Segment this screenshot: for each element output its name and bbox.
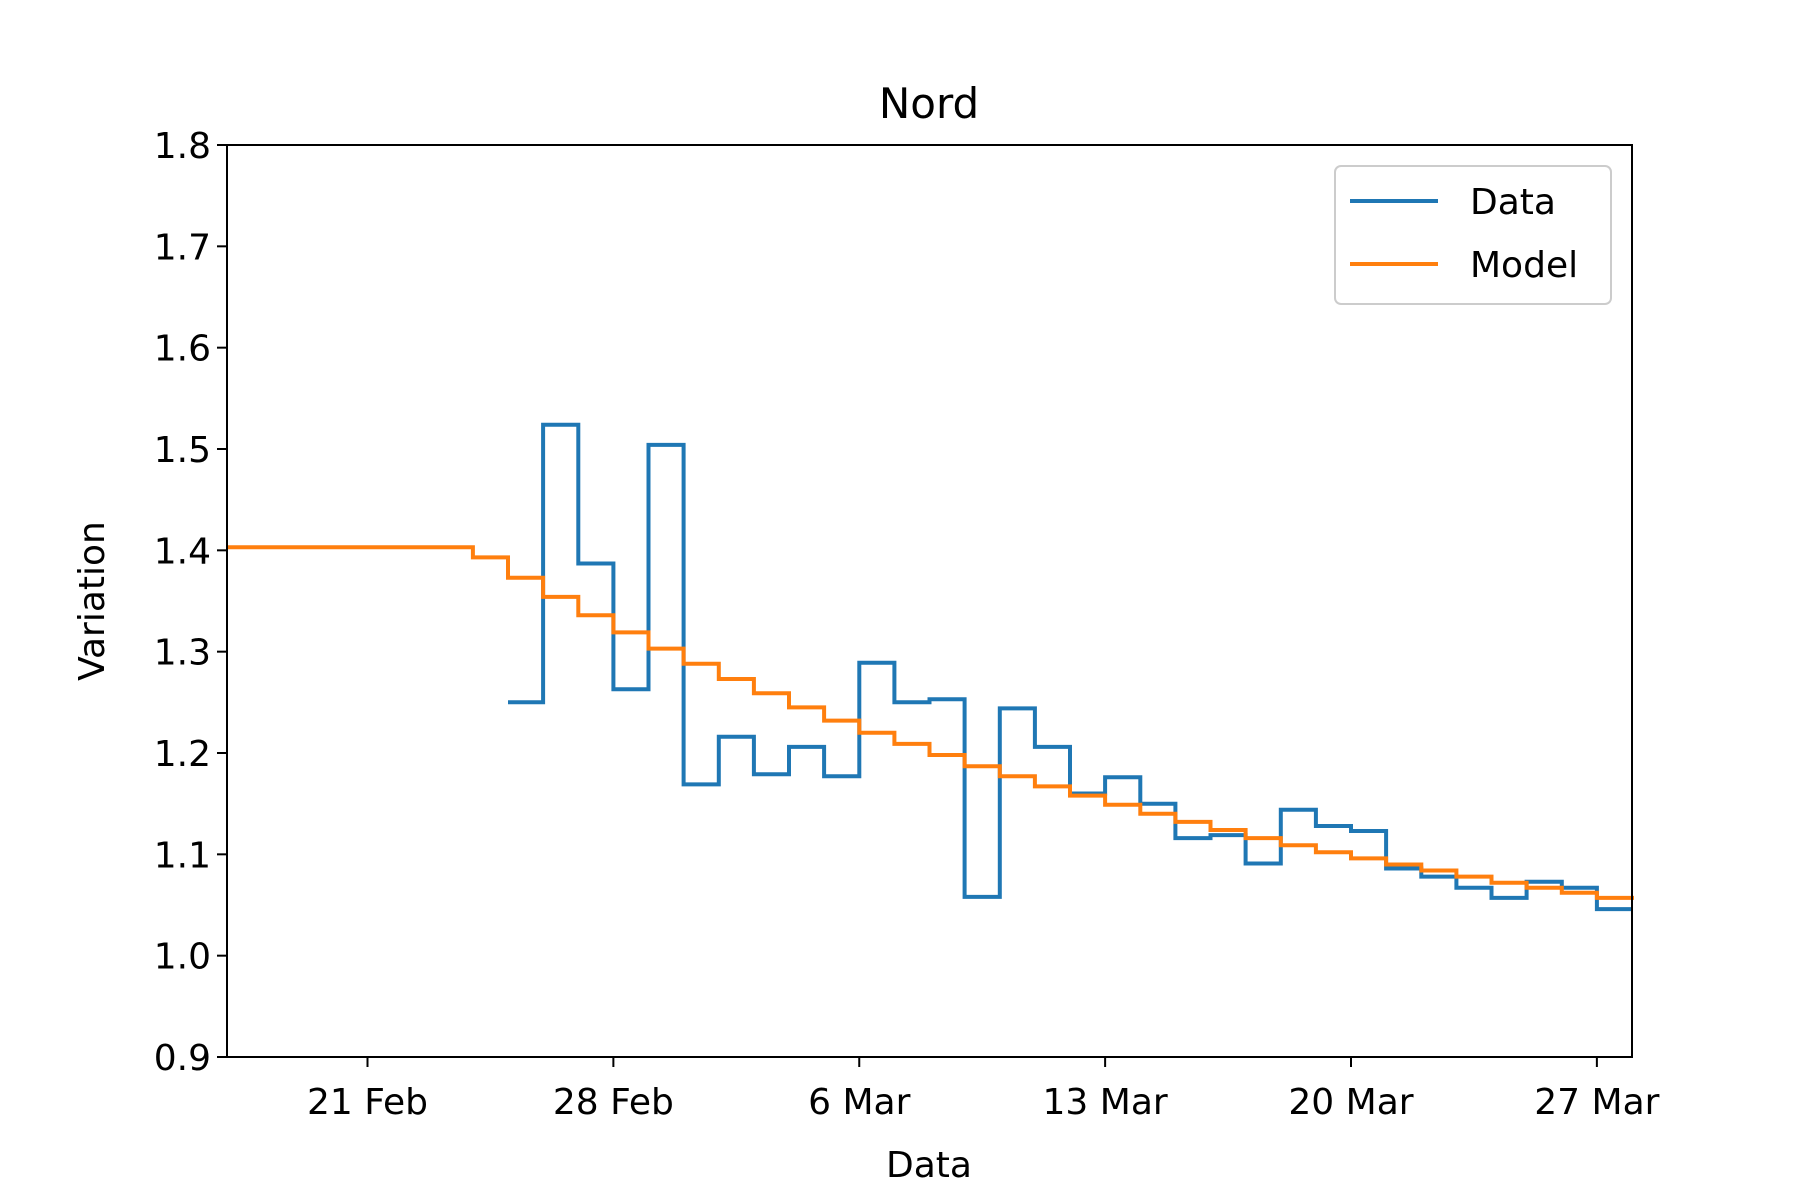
x-axis-ticks: 21 Feb 28 Feb 6 Mar 13 Mar 20 Mar 27 Mar bbox=[307, 1057, 1660, 1123]
legend-label-model: Model bbox=[1470, 245, 1578, 286]
x-tick-label: 27 Mar bbox=[1534, 1082, 1659, 1123]
y-tick-label: 1.5 bbox=[154, 430, 211, 471]
y-tick-label: 1.0 bbox=[154, 937, 211, 978]
x-tick-label: 28 Feb bbox=[553, 1082, 674, 1123]
legend-label-data: Data bbox=[1470, 182, 1556, 223]
y-tick-label: 0.9 bbox=[154, 1038, 211, 1079]
x-tick-label: 20 Mar bbox=[1288, 1082, 1413, 1123]
series-line-data bbox=[508, 422, 1632, 912]
legend: Data Model bbox=[1334, 165, 1612, 305]
x-tick-label: 6 Mar bbox=[808, 1082, 910, 1123]
x-tick-label: 13 Mar bbox=[1043, 1082, 1168, 1123]
y-tick-label: 1.3 bbox=[154, 633, 211, 674]
y-tick-label: 1.1 bbox=[154, 835, 211, 876]
y-tick-label: 1.4 bbox=[154, 531, 211, 572]
y-axis-ticks: 0.9 1.0 1.1 1.2 1.3 1.4 1.5 1.6 1.7 1.8 bbox=[154, 126, 227, 1079]
chart-title: Nord bbox=[879, 79, 979, 128]
x-tick-label: 21 Feb bbox=[307, 1082, 428, 1123]
series-line-model bbox=[227, 545, 1634, 900]
plot-series bbox=[227, 422, 1634, 912]
y-tick-label: 1.2 bbox=[154, 734, 211, 775]
y-tick-label: 1.7 bbox=[154, 227, 211, 268]
y-axis-label: Variation bbox=[72, 521, 113, 681]
y-tick-label: 1.8 bbox=[154, 126, 211, 167]
plot-frame bbox=[226, 144, 1633, 1058]
x-axis-label: Data bbox=[886, 1145, 972, 1186]
y-tick-label: 1.6 bbox=[154, 329, 211, 370]
